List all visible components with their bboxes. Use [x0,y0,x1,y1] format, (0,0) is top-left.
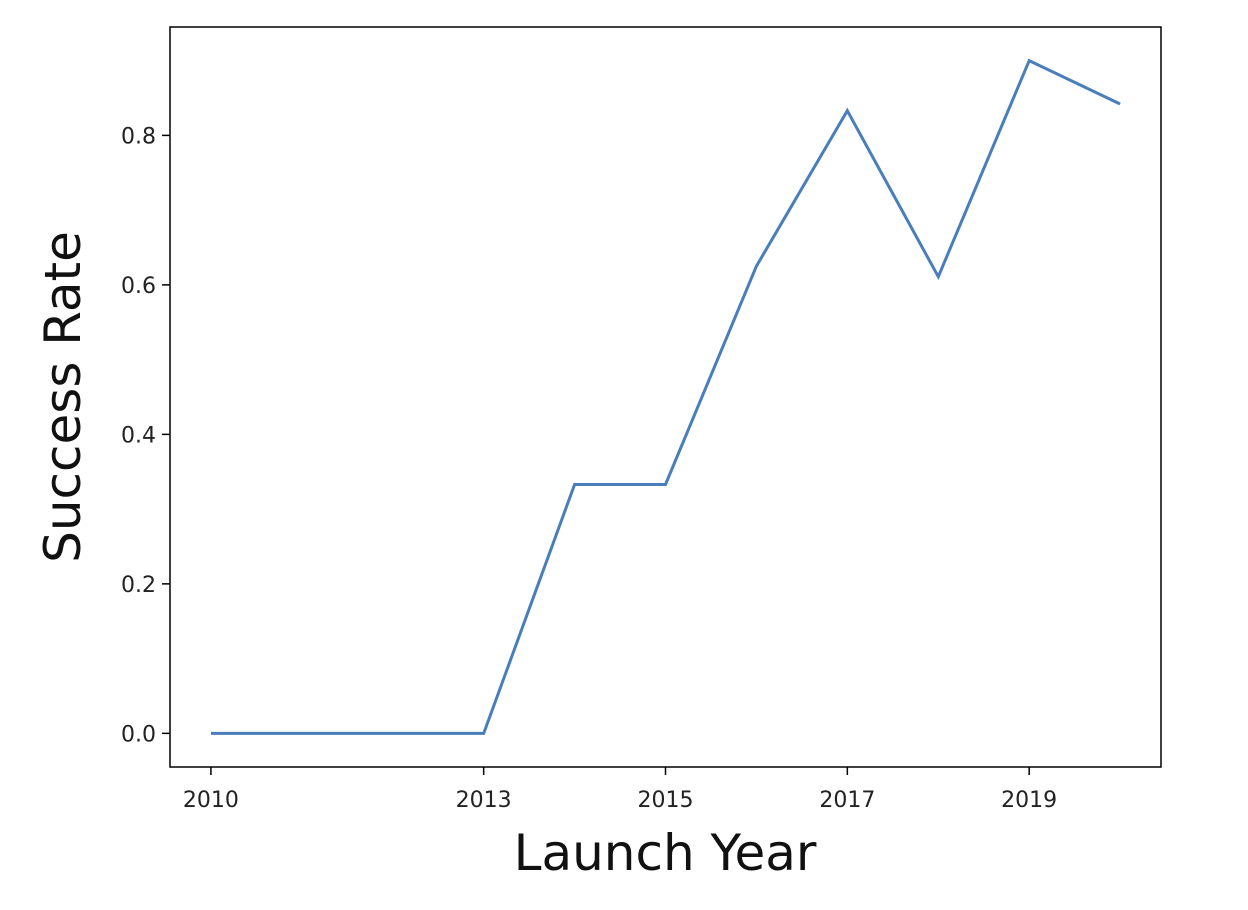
x-tick-label: 2015 [638,788,694,813]
series-layer [210,58,1121,735]
y-tick-label: 0.0 [121,722,156,747]
x-axis: 2010 2013 2015 2017 2019 [183,767,1057,813]
y-axis-label: Success Rate [34,231,92,563]
plot-frame [169,26,1162,768]
x-tick-label: 2013 [456,788,512,813]
x-axis-label: Launch Year [514,824,817,882]
y-axis: 0.0 0.2 0.4 0.6 0.8 [121,124,170,747]
x-tick-label: 2017 [819,788,875,813]
y-tick-label: 0.8 [121,124,156,149]
x-tick-label: 2019 [1001,788,1057,813]
series-line [210,58,1121,735]
y-tick-label: 0.6 [121,274,156,299]
x-tick-label: 2010 [183,788,239,813]
y-tick-label: 0.4 [121,423,156,448]
y-tick-label: 0.2 [121,573,156,598]
